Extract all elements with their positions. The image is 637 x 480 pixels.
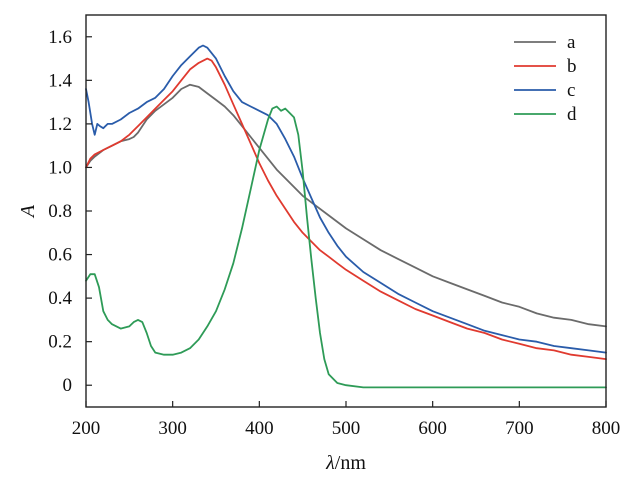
y-axis-label: A [17,204,39,219]
x-axis-label: λ/nm [325,452,366,474]
legend-label-b: b [567,56,577,77]
y-tick-label: 1.6 [48,27,72,48]
series-line-a [85,83,607,328]
x-tick-label: 700 [505,418,534,439]
x-tick-label: 500 [332,418,361,439]
series-line-c [85,44,607,354]
y-tick-label: 1.0 [48,157,72,178]
y-tick-label: 0.4 [48,288,72,309]
legend-label-d: d [567,104,577,125]
x-tick-label: 800 [592,418,621,439]
series-layer [85,44,607,389]
y-tick-label: 0 [63,375,73,396]
series-line-b [85,57,607,360]
axes-frame [85,14,607,408]
y-axis-ticks: 0 0.2 0.4 0.6 0.8 1.0 1.2 1.4 1.6 [48,27,92,396]
legend-label-c: c [567,80,575,101]
x-tick-label: 400 [245,418,274,439]
x-tick-label: 300 [158,418,187,439]
x-axis-label-symbol: λ [325,452,335,474]
series-line-d [85,105,607,389]
y-tick-label: 0.8 [48,201,72,222]
x-tick-label: 600 [418,418,447,439]
y-tick-label: 0.2 [48,332,72,353]
x-tick-label: 200 [72,418,101,439]
y-tick-label: 1.4 [48,70,72,91]
x-axis-label-unit: /nm [335,452,367,474]
x-axis-ticks: 200 300 400 500 600 700 800 [72,401,621,439]
y-tick-label: 1.2 [48,114,72,135]
legend-label-a: a [567,32,576,53]
y-tick-label: 0.6 [48,245,72,266]
